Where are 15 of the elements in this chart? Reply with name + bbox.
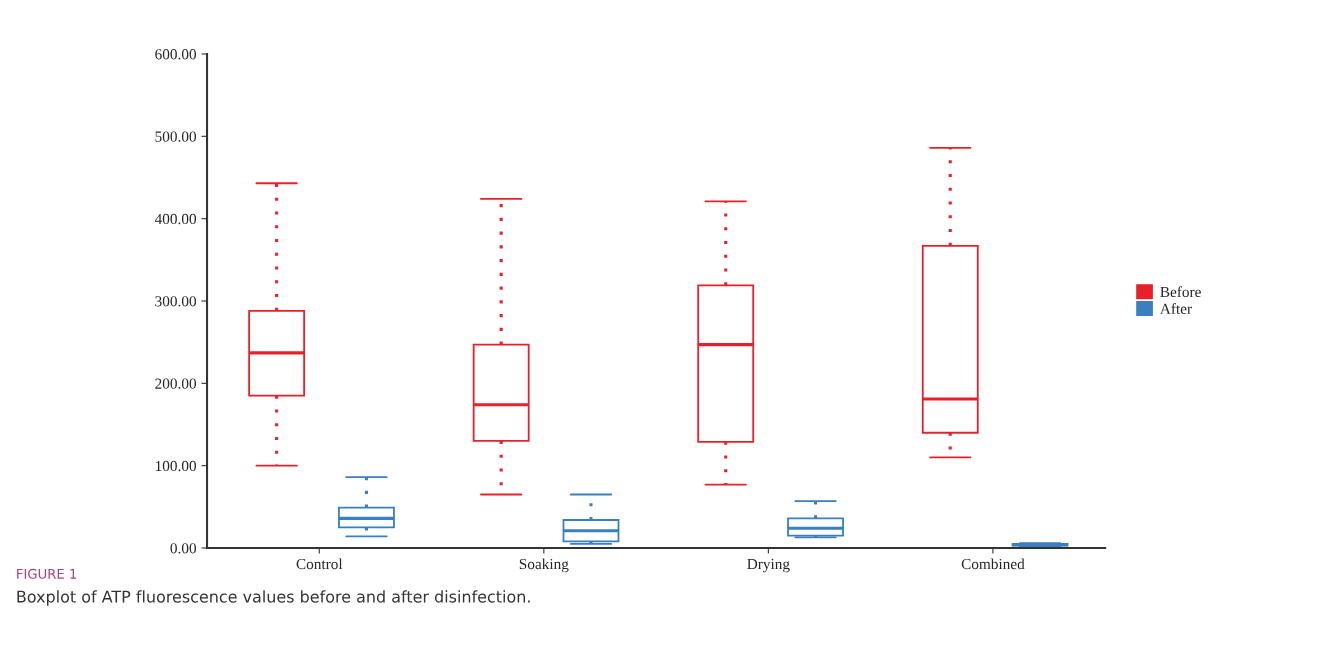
y-tick-label: 600.00 [155, 49, 197, 60]
y-tick-label: 500.00 [155, 131, 197, 142]
legend-label: After [1159, 303, 1192, 314]
y-tick-label: 100.00 [155, 460, 197, 472]
y-tick-label: 300.00 [155, 296, 197, 307]
x-tick-label: Drying [747, 558, 790, 573]
x-tick-label: Control [296, 558, 343, 570]
text: Boxplot of ATP fluorescence values before and after disinfection. [17, 590, 530, 606]
y-tick-label: 0.00 [170, 543, 197, 554]
y-tick-label: 400.00 [154, 213, 197, 225]
caption: FIGURE 1 [17, 568, 77, 579]
y-tick-label: 200.00 [155, 378, 197, 389]
x-tick-label: Soaking [519, 558, 569, 573]
x-tick-label: Combined [961, 558, 1025, 570]
legend-label: Before [1160, 286, 1201, 298]
